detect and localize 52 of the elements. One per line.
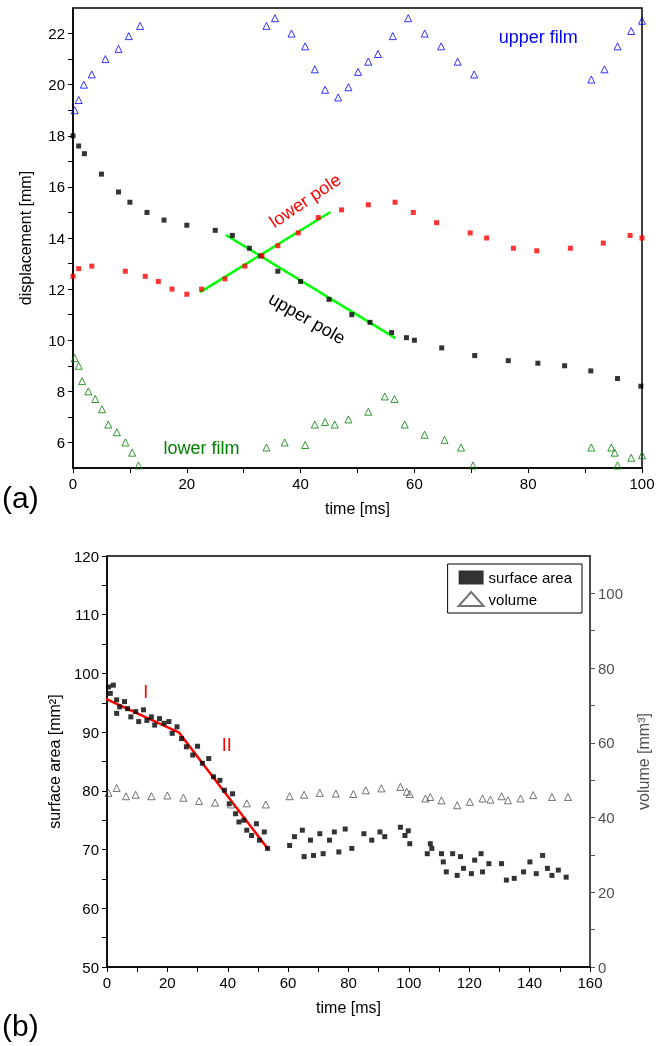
- y-axis-title: displacement [mm]: [16, 170, 34, 306]
- x-tick-label: 140: [517, 974, 543, 991]
- x-axis-title: time [ms]: [325, 499, 390, 517]
- y2-tick-label: 60: [598, 734, 615, 752]
- x-tick-label: 100: [629, 475, 655, 492]
- legend-label: volume: [488, 590, 537, 608]
- x-tick-label: 120: [456, 974, 482, 991]
- y2-tick-label: 20: [598, 883, 615, 901]
- annotation: II: [221, 734, 232, 755]
- y2-tick-label: 100: [598, 584, 624, 602]
- y-tick-label: 14: [48, 229, 65, 247]
- y2-tick-label: 40: [598, 809, 615, 827]
- x-tick-label: 160: [577, 974, 603, 991]
- x-tick-label: 60: [279, 974, 297, 991]
- x-tick-label: 100: [396, 974, 422, 991]
- y-tick-label: 110: [75, 606, 99, 624]
- x-tick-label: 20: [159, 974, 176, 991]
- y-tick-label: 12: [48, 280, 65, 298]
- x-tick-label: 40: [219, 974, 237, 991]
- y2-tick-label: 0: [598, 958, 607, 976]
- x-tick-label: 20: [178, 475, 196, 492]
- y-tick-label: 10: [48, 331, 65, 349]
- x-tick-label: 0: [102, 974, 112, 991]
- y-tick-label: 20: [48, 76, 65, 94]
- y-tick-label: 60: [82, 899, 99, 917]
- y-tick-label: 6: [56, 433, 65, 451]
- y-tick-label: 18: [48, 127, 65, 145]
- x-axis-title: time [ms]: [316, 998, 381, 1016]
- y-tick-label: 22: [48, 25, 65, 43]
- x-tick-label: 80: [340, 974, 357, 991]
- text: (b): [2, 1008, 39, 1042]
- annotation: upper pole: [265, 288, 349, 349]
- annotation: I: [143, 682, 149, 703]
- y-axis-title: surface area [mm²]: [45, 694, 63, 829]
- annotation: upper film: [498, 27, 578, 48]
- annotation: lower film: [163, 437, 240, 458]
- y-tick-label: 50: [82, 958, 99, 976]
- legend-label: surface area: [488, 569, 573, 586]
- x-tick-label: 60: [406, 475, 423, 492]
- x-tick-label: 80: [519, 475, 537, 492]
- y2-tick-label: 80: [598, 659, 615, 677]
- text: (a): [2, 480, 39, 514]
- y-tick-label: 120: [73, 547, 99, 565]
- x-tick-label: 0: [68, 475, 78, 492]
- y-tick-label: 90: [82, 723, 99, 741]
- x-tick-label: 40: [292, 475, 309, 492]
- y-tick-label: 8: [56, 382, 65, 400]
- y-tick-label: 16: [48, 178, 65, 196]
- y2-axis-title: volume [mm³]: [634, 713, 652, 810]
- y-tick-label: 100: [73, 664, 99, 682]
- y-tick-label: 70: [82, 841, 99, 859]
- y-tick-label: 80: [82, 782, 99, 800]
